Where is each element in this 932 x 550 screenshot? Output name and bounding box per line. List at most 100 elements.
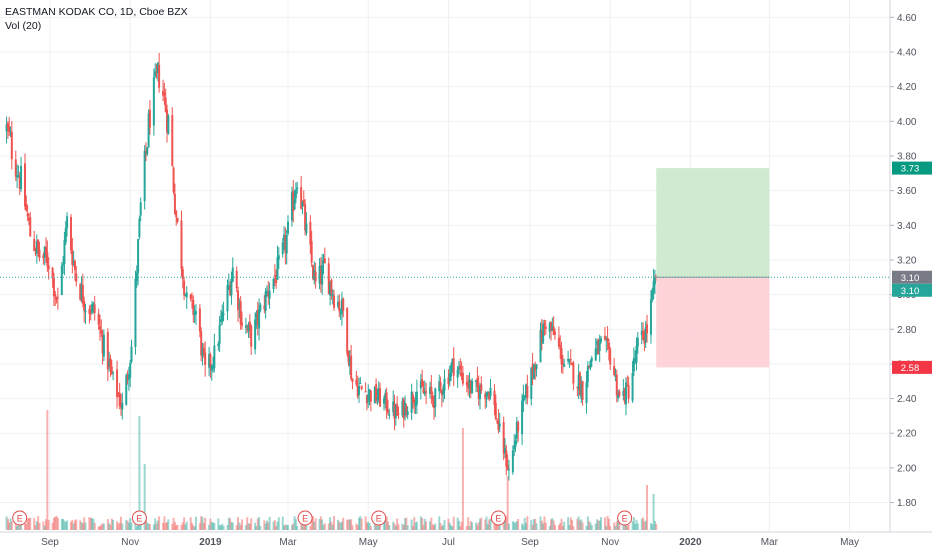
volume-bar	[386, 521, 389, 530]
candle-body	[18, 176, 21, 189]
volume-bar	[284, 524, 287, 530]
candle-body	[66, 216, 69, 229]
volume-bar	[414, 522, 417, 530]
volume-bar	[227, 517, 230, 530]
candle-body	[247, 324, 250, 332]
volume-bar	[636, 523, 639, 530]
symbol-legend[interactable]: EASTMAN KODAK CO, 1D, Cboe BZX	[5, 6, 188, 18]
candle-body	[358, 385, 361, 395]
candle-body	[109, 358, 112, 368]
volume-bar	[72, 523, 75, 530]
volume-bar	[655, 524, 658, 530]
candle-body	[447, 377, 450, 385]
volume-bar	[617, 518, 620, 530]
candle-body	[653, 277, 656, 285]
volume-bar	[405, 517, 408, 530]
volume-bar	[164, 522, 167, 530]
candle-body	[559, 345, 562, 348]
volume-bar	[167, 519, 170, 530]
earnings-marker: E	[131, 510, 147, 526]
volume-bar	[642, 517, 645, 530]
candle-body	[646, 324, 649, 334]
candle-body	[88, 309, 91, 314]
candle-body	[450, 364, 453, 377]
earnings-circle	[490, 510, 506, 526]
candle-body	[222, 313, 225, 315]
volume-bar	[440, 526, 443, 530]
candle-body	[185, 292, 188, 298]
volume-bar	[143, 464, 146, 530]
volume-bar	[33, 518, 36, 530]
volume-bar	[484, 519, 487, 530]
candlesticks	[5, 52, 658, 481]
volume-bar	[539, 516, 542, 530]
candle-body	[342, 298, 345, 311]
candle-body	[439, 382, 442, 387]
candle-body	[296, 187, 299, 190]
volume-bar	[70, 521, 73, 530]
volume-bar	[283, 525, 286, 530]
candle-body	[17, 175, 20, 177]
time-tick-label: Jul	[442, 537, 455, 548]
volume-bar	[152, 524, 155, 530]
candle-body	[505, 450, 508, 467]
candle-body	[47, 265, 50, 270]
volume-bar	[45, 519, 48, 530]
volume-bar	[640, 518, 643, 530]
candle-body	[91, 304, 94, 313]
volume-bar	[23, 523, 26, 530]
candle-body	[268, 290, 271, 299]
volume-bar	[394, 525, 397, 530]
candle-body	[355, 379, 358, 385]
volume-bar	[314, 518, 317, 530]
candle-body	[162, 90, 165, 96]
candle-body	[118, 392, 121, 406]
volume-bar	[626, 525, 629, 530]
earnings-label: E	[17, 514, 23, 524]
volume-bar	[130, 522, 133, 530]
volume-bar	[356, 525, 359, 530]
candle-body	[576, 386, 579, 388]
volume-bar	[346, 519, 349, 530]
candle-body	[327, 263, 330, 294]
volume-bar	[329, 517, 332, 530]
price-tag-label: 3.73	[901, 164, 920, 175]
candle-body	[459, 365, 462, 370]
candle-body	[336, 302, 339, 307]
volume-bar	[402, 524, 405, 530]
volume-bar	[55, 515, 58, 530]
volume-bar	[18, 525, 21, 530]
candle-body	[72, 260, 75, 263]
volume-bar	[323, 523, 326, 530]
candle-body	[563, 364, 566, 367]
candle-body	[375, 384, 378, 402]
volume-legend[interactable]: Vol (20)	[5, 20, 42, 32]
candle-body	[634, 359, 637, 362]
volume-bar	[624, 522, 627, 530]
candle-body	[588, 365, 591, 367]
candle-body	[544, 326, 547, 330]
candle-body	[23, 163, 26, 207]
volume-bar	[613, 522, 616, 530]
volume-bar	[609, 526, 612, 530]
volume-bar	[273, 520, 276, 530]
volume-bar	[212, 522, 215, 530]
volume-bar	[56, 517, 59, 530]
volume-bar	[457, 520, 460, 530]
volume-bar	[618, 519, 621, 530]
volume-bar	[429, 521, 432, 530]
volume-bar	[563, 521, 566, 530]
price-tick-label: 2.20	[897, 429, 917, 440]
candle-body	[586, 365, 589, 383]
volume-bar	[439, 522, 442, 530]
volume-bar	[525, 523, 528, 530]
candle-body	[93, 304, 96, 313]
volume-bar	[322, 525, 325, 530]
candle-body	[200, 331, 203, 356]
candle-body	[310, 241, 313, 263]
volume-bar	[201, 517, 204, 530]
candle-body	[173, 193, 176, 214]
volume-bar	[644, 520, 647, 530]
candle-body	[164, 97, 167, 112]
